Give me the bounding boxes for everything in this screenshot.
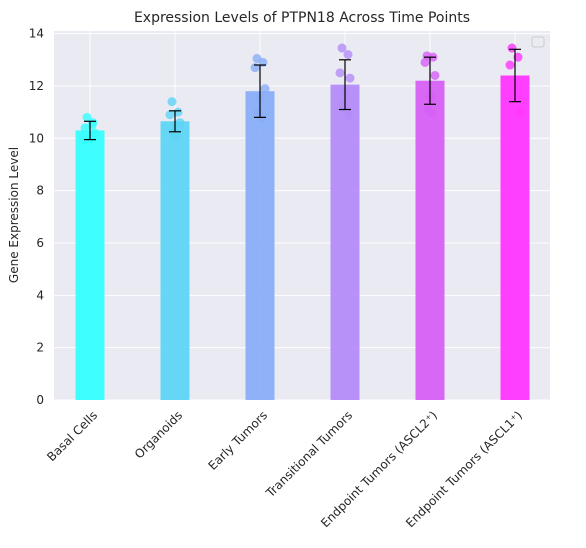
point bbox=[82, 112, 92, 122]
point bbox=[430, 70, 440, 80]
legend-box bbox=[531, 36, 545, 48]
y-tick-label: 0 bbox=[36, 393, 44, 407]
point bbox=[260, 84, 270, 94]
x-tick-label: Organoids bbox=[132, 408, 185, 461]
point bbox=[515, 107, 525, 117]
point bbox=[335, 68, 345, 78]
bar-6 bbox=[500, 75, 530, 400]
bar-3 bbox=[245, 91, 275, 400]
bar-5 bbox=[415, 80, 445, 401]
point bbox=[173, 107, 183, 117]
point bbox=[257, 114, 267, 124]
point bbox=[165, 110, 175, 120]
y-tick-label: 2 bbox=[36, 341, 44, 355]
point bbox=[167, 97, 177, 107]
x-tick-label: Basal Cells bbox=[44, 408, 100, 464]
y-tick-label: 10 bbox=[29, 131, 44, 145]
point bbox=[507, 43, 517, 53]
chart-title: Expression Levels of PTPN18 Across Time … bbox=[134, 10, 470, 26]
point bbox=[344, 111, 354, 121]
x-tick-label: Early Tumors bbox=[205, 408, 270, 473]
scatter-points bbox=[80, 43, 525, 147]
point bbox=[505, 60, 515, 70]
bar-4 bbox=[330, 84, 360, 401]
y-tick-label: 14 bbox=[29, 27, 44, 41]
point bbox=[427, 108, 437, 118]
y-axis-ticks: 0 2 4 6 8 10 12 14 bbox=[29, 27, 44, 407]
bar-1 bbox=[75, 130, 105, 400]
error-bars bbox=[84, 48, 521, 141]
point bbox=[345, 73, 355, 83]
y-tick-label: 12 bbox=[29, 79, 44, 93]
y-tick-label: 4 bbox=[36, 288, 44, 302]
point bbox=[513, 52, 523, 62]
bars bbox=[75, 75, 530, 401]
point bbox=[420, 57, 430, 67]
point bbox=[87, 120, 97, 130]
y-tick-label: 6 bbox=[36, 236, 44, 250]
y-axis-label: Gene Expression Level bbox=[7, 147, 21, 283]
plot-background bbox=[54, 31, 550, 400]
point bbox=[172, 131, 182, 141]
point bbox=[337, 43, 347, 53]
point bbox=[343, 50, 353, 60]
y-tick-label: 8 bbox=[36, 184, 44, 198]
point bbox=[80, 123, 90, 133]
x-tick-label: Transitional Tumors bbox=[263, 408, 356, 501]
bar-2 bbox=[160, 121, 190, 400]
x-axis-ticks: Basal Cells Organoids Early TumorsTransiti… bbox=[44, 408, 525, 530]
